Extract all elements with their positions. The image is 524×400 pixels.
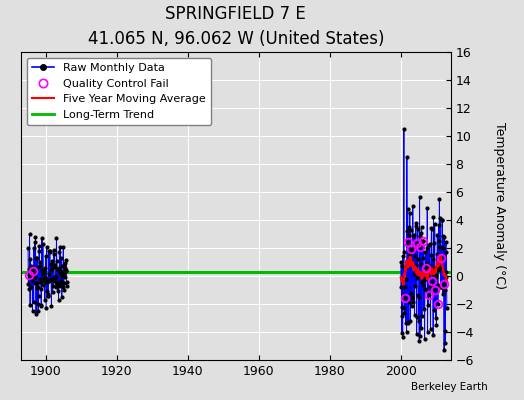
Text: Berkeley Earth: Berkeley Earth xyxy=(411,382,487,392)
Y-axis label: Temperature Anomaly (°C): Temperature Anomaly (°C) xyxy=(493,122,506,290)
Legend: Raw Monthly Data, Quality Control Fail, Five Year Moving Average, Long-Term Tren: Raw Monthly Data, Quality Control Fail, … xyxy=(27,58,212,125)
Title: SPRINGFIELD 7 E
41.065 N, 96.062 W (United States): SPRINGFIELD 7 E 41.065 N, 96.062 W (Unit… xyxy=(88,5,384,48)
